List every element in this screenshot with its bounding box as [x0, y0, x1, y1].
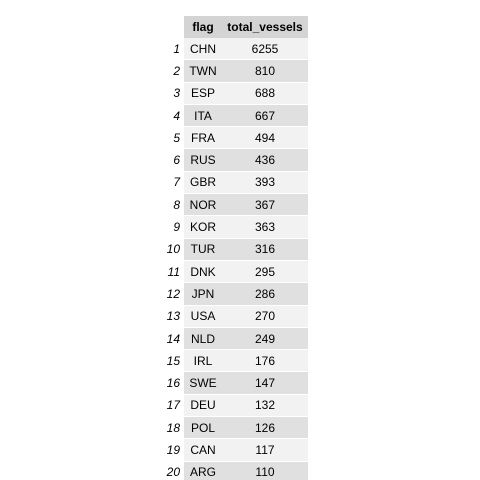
total-vessels-cell: 6255: [222, 38, 308, 61]
total-vessels-cell: 367: [222, 193, 308, 217]
row-index: 1: [164, 38, 184, 61]
table-row: 17 DEU 132: [164, 394, 308, 418]
table-row: 13 USA 270: [164, 305, 308, 328]
table-row: 11 DNK 295: [164, 260, 308, 284]
row-index: 3: [164, 82, 184, 105]
flag-cell: TWN: [184, 59, 222, 83]
table-row: 1 CHN 6255: [164, 38, 308, 61]
table-row: 20 ARG 110: [164, 461, 308, 480]
table-body: 1 CHN 6255 2 TWN 810 3 ESP 688 4 ITA 667 5 FRA 494 6 RUS…: [164, 38, 308, 480]
total-vessels-cell: 494: [222, 126, 308, 150]
total-vessels-cell: 176: [222, 349, 308, 373]
data-table: flag total_vessels 1 CHN 6255 2 TWN 810 3 ESP 68…: [164, 16, 308, 480]
row-index: 9: [164, 215, 184, 239]
flag-cell: DEU: [184, 394, 222, 418]
flag-cell: POL: [184, 416, 222, 440]
row-index: 5: [164, 126, 184, 150]
flag-cell: NOR: [184, 193, 222, 217]
row-index: 8: [164, 193, 184, 217]
flag-cell: FRA: [184, 126, 222, 150]
table-row: 18 POL 126: [164, 416, 308, 440]
table-row: 10 TUR 316: [164, 238, 308, 261]
table-row: 2 TWN 810: [164, 59, 308, 83]
total-vessels-cell: 117: [222, 438, 308, 462]
row-index: 10: [164, 238, 184, 261]
row-index: 6: [164, 148, 184, 172]
total-vessels-cell: 295: [222, 260, 308, 284]
row-index: 2: [164, 59, 184, 83]
row-index: 16: [164, 371, 184, 395]
total-vessels-cell: 688: [222, 82, 308, 105]
total-vessels-cell: 436: [222, 148, 308, 172]
flag-cell: CAN: [184, 438, 222, 462]
flag-cell: NLD: [184, 327, 222, 351]
total-vessels-cell: 393: [222, 171, 308, 195]
table-row: 16 SWE 147: [164, 371, 308, 395]
table-row: 8 NOR 367: [164, 193, 308, 217]
row-index: 13: [164, 305, 184, 328]
row-index: 12: [164, 282, 184, 306]
total-vessels-cell: 286: [222, 282, 308, 306]
table-row: 15 IRL 176: [164, 349, 308, 373]
flag-cell: ESP: [184, 82, 222, 105]
total-vessels-cell: 316: [222, 238, 308, 261]
total-vessels-cell: 126: [222, 416, 308, 440]
flag-cell: ARG: [184, 461, 222, 480]
row-index: 20: [164, 461, 184, 480]
index-column-header: [164, 16, 184, 38]
row-index: 14: [164, 327, 184, 351]
table-row: 4 ITA 667: [164, 104, 308, 128]
table-row: 9 KOR 363: [164, 215, 308, 239]
flag-cell: CHN: [184, 38, 222, 61]
total-vessels-cell: 132: [222, 394, 308, 418]
flag-cell: TUR: [184, 238, 222, 261]
flag-cell: JPN: [184, 282, 222, 306]
total-vessels-cell: 249: [222, 327, 308, 351]
row-index: 17: [164, 394, 184, 418]
flag-column-header: flag: [184, 16, 222, 38]
flag-cell: GBR: [184, 171, 222, 195]
flag-cell: SWE: [184, 371, 222, 395]
total-vessels-cell: 110: [222, 461, 308, 480]
table-row: 5 FRA 494: [164, 126, 308, 150]
table-row: 12 JPN 286: [164, 282, 308, 306]
table-header-row: flag total_vessels: [164, 16, 308, 38]
flag-cell: USA: [184, 305, 222, 328]
flag-cell: IRL: [184, 349, 222, 373]
row-index: 18: [164, 416, 184, 440]
row-index: 15: [164, 349, 184, 373]
table-row: 3 ESP 688: [164, 82, 308, 105]
row-index: 11: [164, 260, 184, 284]
row-index: 4: [164, 104, 184, 128]
row-index: 7: [164, 171, 184, 195]
total-vessels-cell: 667: [222, 104, 308, 128]
total-vessels-column-header: total_vessels: [222, 16, 308, 38]
table-row: 19 CAN 117: [164, 438, 308, 462]
table-row: 6 RUS 436: [164, 148, 308, 172]
table-row: 14 NLD 249: [164, 327, 308, 351]
total-vessels-cell: 270: [222, 305, 308, 328]
flag-cell: RUS: [184, 148, 222, 172]
table-row: 7 GBR 393: [164, 171, 308, 195]
flag-cell: DNK: [184, 260, 222, 284]
total-vessels-cell: 810: [222, 59, 308, 83]
flag-cell: KOR: [184, 215, 222, 239]
total-vessels-cell: 147: [222, 371, 308, 395]
flag-cell: ITA: [184, 104, 222, 128]
row-index: 19: [164, 438, 184, 462]
total-vessels-cell: 363: [222, 215, 308, 239]
